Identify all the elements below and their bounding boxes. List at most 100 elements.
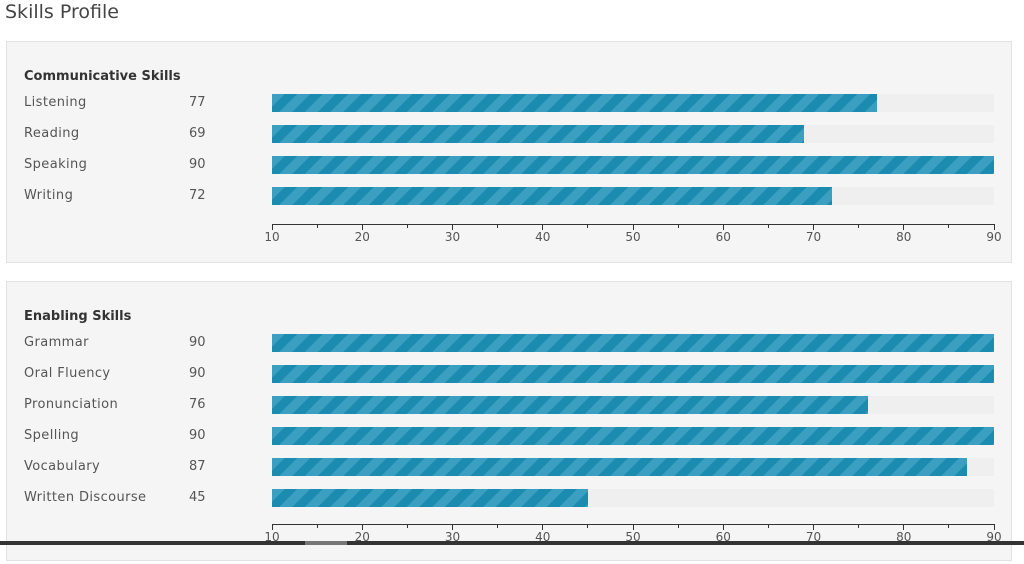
tick-label: 20 (354, 230, 370, 244)
skill-label: Written Discourse (24, 490, 147, 505)
major-tick (722, 224, 724, 230)
skill-bar (272, 334, 994, 352)
skill-row: Pronunciation 76 (7, 396, 1011, 416)
x-axis: 10 20 30 40 50 60 70 80 90 (264, 224, 1002, 264)
page-title: Skills Profile (5, 1, 119, 23)
skill-bar (272, 396, 868, 414)
major-tick (452, 224, 453, 230)
major-tick (813, 524, 814, 530)
tick-label: 10 (264, 230, 280, 244)
skill-bar (272, 458, 967, 476)
scrollbar-thumb[interactable] (305, 541, 347, 545)
tick-label: 70 (805, 230, 822, 244)
minor-tick (316, 524, 318, 528)
skill-bar (272, 125, 805, 143)
skill-label: Oral Fluency (24, 366, 111, 381)
skill-score: 72 (189, 188, 206, 203)
enabling-skills-panel: Enabling Skills Grammar 90 Oral Fluency 90 P… (6, 281, 1012, 561)
skill-label: Writing (24, 188, 74, 203)
skill-label: Listening (24, 95, 87, 110)
skill-label: Speaking (24, 157, 88, 172)
bar-track (272, 125, 994, 143)
tick-label: 50 (625, 230, 641, 244)
major-tick (542, 524, 544, 530)
communicative-skills-panel: Communicative Skills Listening 77 Reading 6… (6, 41, 1012, 263)
minor-tick (677, 524, 679, 528)
minor-tick (316, 224, 318, 228)
major-tick (542, 224, 544, 230)
skill-bar (272, 427, 994, 445)
section-title: Communicative Skills (24, 69, 181, 84)
skill-row: Vocabulary 87 (7, 458, 1011, 478)
horizontal-scrollbar[interactable] (0, 541, 1024, 545)
minor-tick (948, 224, 950, 228)
tick-label: 60 (715, 530, 731, 544)
major-tick (452, 524, 453, 530)
tick-label: 20 (354, 530, 370, 544)
minor-tick (497, 224, 499, 228)
major-tick (993, 524, 995, 530)
tick-label: 50 (625, 530, 641, 544)
minor-tick (406, 524, 408, 528)
skill-row: Listening 77 (7, 94, 1011, 114)
bar-track (272, 334, 994, 352)
skill-bar (272, 94, 877, 112)
major-tick (271, 224, 273, 230)
skill-row: Oral Fluency 90 (7, 365, 1011, 385)
minor-tick (767, 524, 769, 528)
skill-label: Reading (24, 126, 80, 141)
major-tick (722, 524, 724, 530)
tick-label: 80 (896, 230, 912, 244)
skill-score: 90 (189, 157, 206, 172)
tick-label: 30 (444, 230, 461, 244)
tick-label: 60 (715, 230, 731, 244)
major-tick (903, 524, 905, 530)
major-tick (632, 524, 634, 530)
bar-track (272, 489, 994, 507)
skill-score: 69 (189, 126, 206, 141)
skill-score: 90 (189, 428, 206, 443)
skill-score: 90 (189, 335, 206, 350)
bar-track (272, 365, 994, 383)
skill-bar (272, 156, 994, 174)
bar-track (272, 427, 994, 445)
major-tick (903, 224, 905, 230)
major-tick (813, 224, 814, 230)
minor-tick (858, 524, 860, 528)
skill-row: Grammar 90 (7, 334, 1011, 354)
skill-score: 45 (189, 490, 206, 505)
tick-label: 80 (896, 530, 912, 544)
bar-track (272, 458, 994, 476)
skill-row: Writing 72 (7, 187, 1011, 207)
section-title: Enabling Skills (24, 309, 132, 324)
skill-score: 87 (189, 459, 206, 474)
major-tick (632, 224, 634, 230)
minor-tick (677, 224, 679, 228)
tick-label: 70 (805, 530, 822, 544)
bar-track (272, 396, 994, 414)
skill-bar (272, 365, 994, 383)
skill-label: Spelling (24, 428, 80, 443)
tick-label: 30 (444, 530, 461, 544)
skill-row: Spelling 90 (7, 427, 1011, 447)
skill-label: Pronunciation (24, 397, 119, 412)
bar-track (272, 94, 994, 112)
minor-tick (948, 524, 950, 528)
bar-track (272, 187, 994, 205)
major-tick (361, 524, 363, 530)
minor-tick (858, 224, 860, 228)
bar-track (272, 156, 994, 174)
skill-score: 77 (189, 95, 206, 110)
tick-label: 90 (986, 230, 1002, 244)
skill-row: Reading 69 (7, 125, 1011, 145)
skill-score: 76 (189, 397, 206, 412)
minor-tick (767, 224, 769, 228)
skill-bar (272, 489, 588, 507)
tick-label: 40 (535, 230, 551, 244)
tick-label: 90 (986, 530, 1002, 544)
major-tick (361, 224, 363, 230)
minor-tick (497, 524, 499, 528)
skill-label: Vocabulary (24, 459, 101, 474)
x-axis: 10 20 30 40 50 60 70 80 90 (264, 524, 1002, 564)
major-tick (271, 524, 273, 530)
